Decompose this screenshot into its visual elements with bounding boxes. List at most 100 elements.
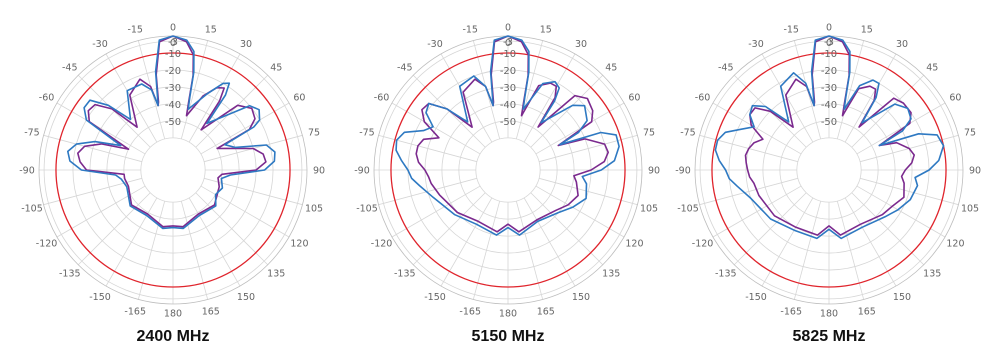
radial-tick-label: -30 <box>821 83 837 94</box>
angle-tick-label: -150 <box>745 292 767 303</box>
angle-tick-label: 150 <box>893 292 911 303</box>
radial-tick-label: -3 <box>168 37 178 48</box>
angle-tick-label: 60 <box>293 93 305 104</box>
angle-tick-label: 150 <box>572 292 590 303</box>
angle-tick-label: -90 <box>354 166 370 177</box>
angle-tick-label: -45 <box>62 62 78 73</box>
angle-tick-label: -135 <box>715 269 737 280</box>
angle-tick-label: 180 <box>499 309 517 320</box>
angle-tick-label: -165 <box>459 307 481 318</box>
angle-tick-label: 30 <box>896 39 908 50</box>
angle-tick-label: -45 <box>397 62 413 73</box>
angle-tick-label: 180 <box>164 309 182 320</box>
angle-tick-label: 75 <box>643 128 655 139</box>
radial-gridline <box>123 120 223 220</box>
radial-tick-label: -50 <box>500 117 516 128</box>
angle-tick-label: 75 <box>964 128 976 139</box>
angle-tick-label: -120 <box>371 239 393 250</box>
angle-tick-label: 45 <box>605 62 617 73</box>
angle-tick-label: -75 <box>359 128 375 139</box>
angle-tick-label: 60 <box>628 93 640 104</box>
angle-tick-label: 180 <box>820 309 838 320</box>
radial-gridline <box>699 40 959 300</box>
angle-tick-label: -135 <box>394 269 416 280</box>
angle-tick-label: 15 <box>540 24 552 35</box>
angle-tick-label: -60 <box>39 93 55 104</box>
angle-tick-label: 60 <box>949 93 961 104</box>
angle-tick-label: -150 <box>424 292 446 303</box>
radial-tick-label: -40 <box>500 100 516 111</box>
angle-tick-label: -150 <box>89 292 111 303</box>
radial-tick-label: -20 <box>165 66 181 77</box>
reference-circle <box>55 52 291 288</box>
angle-tick-label: 15 <box>861 24 873 35</box>
angle-tick-label: 0 <box>170 23 176 34</box>
radial-tick-label: -50 <box>821 117 837 128</box>
radial-gridline <box>441 103 575 237</box>
angle-tick-label: 165 <box>858 307 876 318</box>
radial-gridline <box>745 86 913 254</box>
radial-gridline <box>72 69 274 271</box>
angle-tick-label: 15 <box>205 24 217 35</box>
radial-tick-label: -50 <box>165 117 181 128</box>
radial-tick-label: -10 <box>165 49 181 60</box>
radial-tick-label: 0 <box>826 38 832 49</box>
angle-tick-label: 30 <box>575 39 587 50</box>
radial-gridline <box>378 40 638 300</box>
polar-chart-1: 0 153045607590105120135150165180-165-150-… <box>19 23 325 346</box>
radial-gridline <box>475 137 541 203</box>
angle-tick-label: -60 <box>374 93 390 104</box>
radial-tick-label: -3 <box>503 37 513 48</box>
angle-tick-label: 90 <box>313 166 325 177</box>
reference-circle <box>711 52 947 288</box>
angle-tick-label: -120 <box>36 239 58 250</box>
angle-tick-label: -60 <box>695 93 711 104</box>
angle-tick-label: 45 <box>270 62 282 73</box>
radial-tick-label: -20 <box>821 66 837 77</box>
angle-tick-label: -15 <box>127 24 143 35</box>
pattern-series-2 <box>744 35 915 236</box>
radial-tick-label: -10 <box>821 49 837 60</box>
angle-tick-label: 30 <box>240 39 252 50</box>
radial-tick-label: 0 <box>505 38 511 49</box>
angle-tick-label: -120 <box>692 239 714 250</box>
polar-chart-2: 0 153045607590105120135150165180-165-150-… <box>354 23 660 346</box>
reference-circle <box>390 52 626 288</box>
radial-gridline <box>140 137 206 203</box>
angle-tick-label: 150 <box>237 292 255 303</box>
angle-tick-label: 90 <box>648 166 660 177</box>
radial-tick-label: -30 <box>500 83 516 94</box>
angle-tick-label: 0 <box>505 23 511 34</box>
radial-tick-label: -40 <box>821 100 837 111</box>
angle-tick-label: -165 <box>124 307 146 318</box>
angle-tick-label: 75 <box>308 128 320 139</box>
angle-tick-label: -30 <box>427 39 443 50</box>
angle-tick-label: 120 <box>625 239 643 250</box>
angle-tick-label: 0 <box>826 23 832 34</box>
radial-gridline <box>43 40 303 300</box>
radial-gridline <box>106 103 240 237</box>
angle-tick-label: -75 <box>24 128 40 139</box>
pattern-series-1 <box>395 35 620 236</box>
radial-tick-label: -3 <box>824 37 834 48</box>
radial-gridline <box>458 120 558 220</box>
angle-tick-label: -30 <box>748 39 764 50</box>
radial-tick-label: 0 <box>170 38 176 49</box>
angle-tick-label: 105 <box>305 203 323 214</box>
angle-tick-label: -90 <box>19 166 35 177</box>
radial-tick-label: -20 <box>500 66 516 77</box>
angle-tick-label: -45 <box>718 62 734 73</box>
angle-tick-label: -105 <box>356 203 378 214</box>
angle-tick-label: 45 <box>926 62 938 73</box>
angle-tick-label: -135 <box>59 269 81 280</box>
angle-tick-label: 165 <box>202 307 220 318</box>
radial-tick-label: -40 <box>165 100 181 111</box>
radial-tick-label: -10 <box>500 49 516 60</box>
radial-gridline <box>762 103 896 237</box>
angle-tick-label: -90 <box>675 166 691 177</box>
chart-title: 5150 MHz <box>472 328 545 345</box>
pattern-series-1 <box>714 35 945 240</box>
chart-title: 2400 MHz <box>137 328 210 345</box>
angle-tick-label: 120 <box>290 239 308 250</box>
